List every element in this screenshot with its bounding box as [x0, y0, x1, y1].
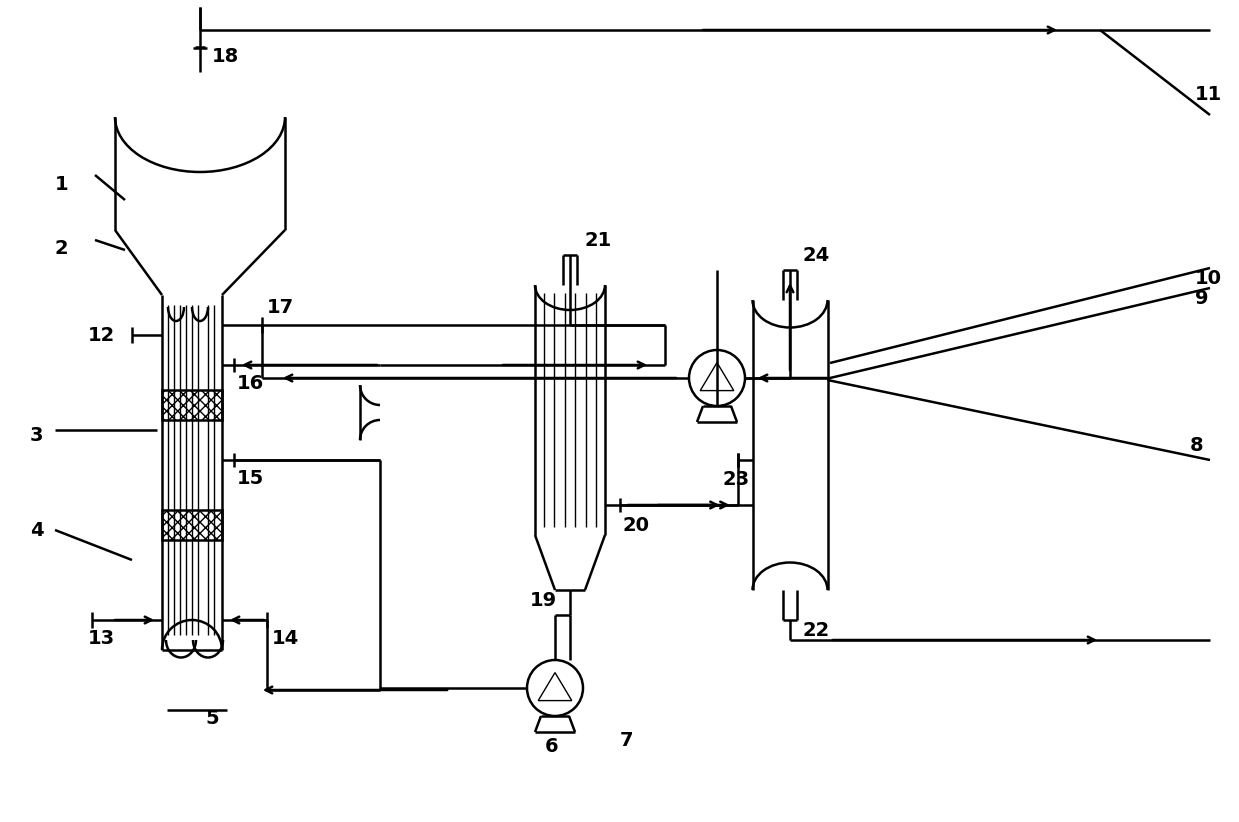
Text: 23: 23	[722, 470, 750, 489]
Text: 13: 13	[88, 629, 115, 648]
Text: 18: 18	[212, 48, 239, 67]
Text: 24: 24	[802, 246, 829, 265]
Text: 8: 8	[1189, 436, 1203, 455]
Text: 20: 20	[623, 515, 650, 534]
Text: 2: 2	[55, 238, 68, 257]
Text: 7: 7	[620, 731, 633, 750]
Text: 10: 10	[1194, 269, 1222, 288]
Text: 11: 11	[1194, 85, 1222, 104]
Text: 12: 12	[88, 326, 115, 344]
Text: 1: 1	[55, 176, 68, 195]
Text: 9: 9	[1194, 289, 1208, 307]
Text: 21: 21	[585, 230, 612, 250]
Text: 6: 6	[545, 737, 559, 755]
Bar	[162, 390, 222, 420]
Text: 19: 19	[530, 590, 558, 609]
Text: 22: 22	[802, 621, 829, 640]
Text: 3: 3	[30, 426, 43, 445]
Text: 5: 5	[204, 709, 218, 727]
Text: 4: 4	[30, 520, 43, 539]
Text: 16: 16	[237, 373, 264, 392]
Text: 14: 14	[273, 629, 300, 648]
Text: 17: 17	[266, 298, 294, 316]
Text: 15: 15	[237, 469, 264, 487]
Bar	[162, 510, 222, 540]
